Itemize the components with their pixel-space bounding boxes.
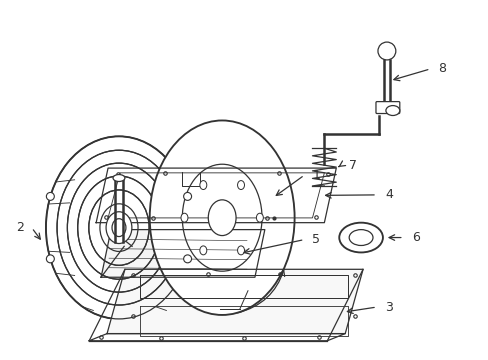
Text: 3: 3 (384, 301, 392, 314)
Ellipse shape (208, 200, 236, 235)
Polygon shape (101, 230, 264, 277)
Text: 5: 5 (312, 233, 320, 246)
Polygon shape (89, 334, 345, 341)
Ellipse shape (237, 181, 244, 189)
Ellipse shape (112, 219, 126, 237)
Ellipse shape (183, 193, 191, 201)
Ellipse shape (348, 230, 372, 246)
Ellipse shape (200, 246, 206, 255)
Ellipse shape (46, 136, 192, 319)
Ellipse shape (181, 213, 187, 222)
Text: 4: 4 (384, 188, 392, 201)
Ellipse shape (46, 193, 54, 201)
Text: 2: 2 (16, 221, 24, 234)
Ellipse shape (237, 246, 244, 255)
Ellipse shape (200, 181, 206, 189)
Circle shape (377, 42, 395, 60)
Ellipse shape (385, 105, 399, 116)
Ellipse shape (106, 212, 132, 243)
Ellipse shape (183, 255, 191, 263)
Ellipse shape (339, 223, 382, 252)
Text: 7: 7 (348, 159, 356, 172)
Ellipse shape (46, 255, 54, 263)
Ellipse shape (149, 121, 294, 315)
Ellipse shape (113, 175, 124, 181)
FancyBboxPatch shape (375, 102, 399, 113)
Polygon shape (107, 269, 362, 334)
Text: 8: 8 (438, 62, 446, 75)
Text: 6: 6 (411, 231, 419, 244)
Polygon shape (96, 168, 336, 223)
Text: 1: 1 (312, 168, 320, 181)
Ellipse shape (256, 213, 263, 222)
